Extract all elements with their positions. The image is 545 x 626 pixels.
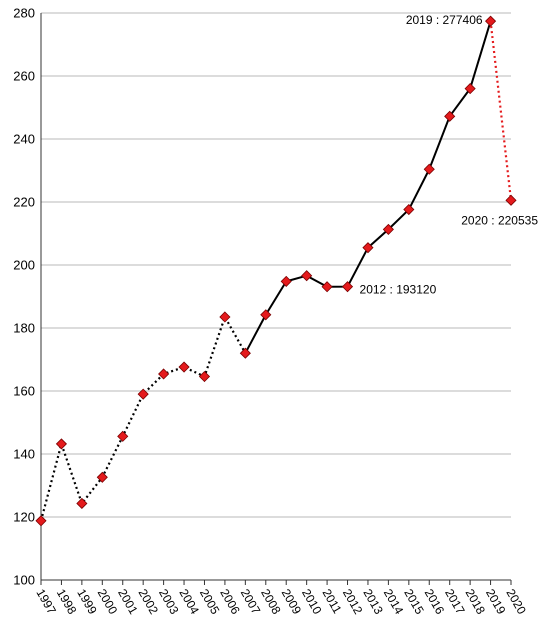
y-tick-label: 100 [13, 573, 35, 588]
x-tick-label: 2011 [319, 587, 344, 617]
x-tick-label: 2015 [401, 587, 427, 617]
x-tick-label: 2013 [360, 587, 386, 617]
x-tick-label: 2018 [463, 587, 489, 617]
data-point-marker [403, 203, 415, 216]
y-tick-label: 160 [13, 384, 35, 399]
data-point-marker [96, 471, 108, 483]
data-point-marker [362, 242, 374, 254]
data-point-marker [505, 194, 517, 206]
x-tick-label: 2020 [503, 587, 529, 617]
x-tick-label: 2016 [422, 587, 448, 617]
x-tick-label: 2002 [136, 587, 162, 617]
data-point-marker [117, 430, 129, 442]
y-tick-label: 260 [13, 69, 35, 84]
series-markers [35, 15, 517, 527]
data-point-marker [76, 497, 88, 510]
x-tick-label: 1999 [74, 587, 100, 617]
annotation-label: 2020 : 220535 [461, 213, 538, 227]
data-point-marker [484, 15, 497, 27]
data-point-marker [464, 83, 476, 95]
x-tick-label: 2019 [483, 587, 509, 617]
data-point-marker [198, 370, 211, 383]
x-tick-label: 1998 [54, 587, 80, 617]
data-point-marker [219, 311, 231, 323]
data-point-marker [321, 281, 333, 293]
data-point-marker [55, 438, 68, 450]
x-tick-label: 2010 [299, 587, 325, 617]
x-tick-label: 2003 [156, 587, 182, 617]
y-tick-label: 180 [13, 321, 35, 336]
x-tick-labels: 1997199819992000200120022003200420052006… [33, 587, 529, 617]
series-line-solid [244, 20, 492, 354]
annotations: 2019 : 277406 2020 : 220535 2012 : 193120 [360, 13, 539, 297]
x-tick-label: 2004 [176, 587, 202, 617]
y-tick-label: 200 [13, 258, 35, 273]
data-point-marker [35, 515, 47, 527]
annotation-label: 2012 : 193120 [360, 283, 437, 297]
data-point-marker [423, 163, 435, 175]
x-tick-label: 2007 [238, 587, 264, 617]
x-tick-label: 2001 [115, 587, 141, 617]
y-tick-label: 120 [13, 510, 35, 525]
x-tick-label: 1997 [33, 587, 59, 617]
data-point-marker [301, 270, 313, 282]
data-point-marker [260, 309, 272, 321]
y-tick-label: 140 [13, 447, 35, 462]
y-tick-label: 220 [13, 195, 35, 210]
series-line-dotted [39, 315, 247, 522]
series-line-dotted [489, 21, 513, 201]
data-point-marker [444, 110, 456, 122]
x-tick-label: 2006 [217, 587, 243, 617]
y-tick-label: 240 [13, 132, 35, 147]
data-point-marker [178, 361, 190, 373]
data-point-marker [239, 347, 251, 359]
y-tick-label: 280 [13, 6, 35, 21]
data-point-marker [137, 388, 149, 400]
axes [40, 13, 512, 585]
x-tick-label: 2005 [197, 587, 223, 617]
data-point-marker [382, 223, 394, 235]
x-tick-label: 2014 [381, 587, 407, 617]
y-tick-labels: 100 120 140 160 180 200 220 240 260 280 [13, 6, 35, 588]
data-point-marker [341, 281, 354, 293]
x-tick-label: 2012 [340, 587, 366, 617]
annotation-label: 2019 : 277406 [406, 13, 483, 27]
series-lines [39, 20, 513, 522]
x-tick-label: 2009 [279, 587, 305, 617]
x-tick-label: 2000 [95, 587, 121, 617]
data-point-marker [158, 368, 170, 380]
gridlines [41, 12, 511, 518]
x-tick-label: 2008 [258, 587, 284, 617]
x-tick-label: 2017 [442, 587, 468, 617]
data-point-marker [280, 275, 292, 287]
